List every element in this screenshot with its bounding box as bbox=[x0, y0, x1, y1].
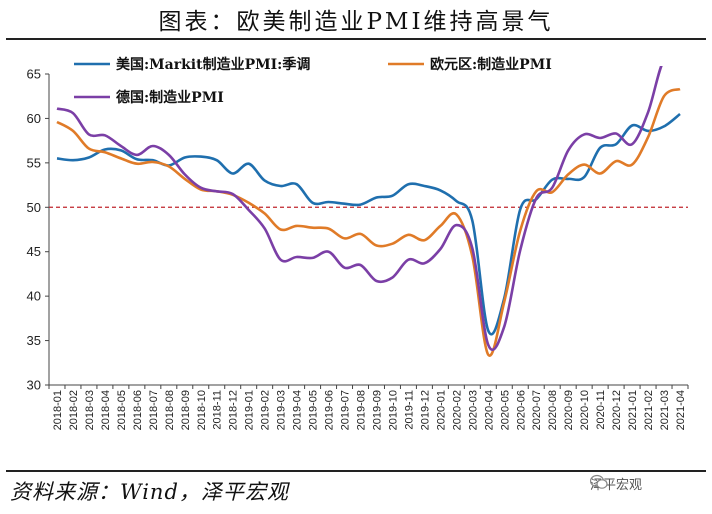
x-tick-label: 2019-06 bbox=[324, 390, 336, 430]
x-tick-label: 2020-08 bbox=[547, 390, 559, 430]
chart-title: 图表：欧美制造业PMI维持高景气 bbox=[158, 9, 554, 35]
series-line-euro bbox=[56, 87, 681, 357]
x-tick-label: 2019-04 bbox=[292, 390, 304, 430]
x-tick-label: 2021-02 bbox=[643, 390, 655, 430]
x-tick-label: 2020-09 bbox=[563, 390, 575, 430]
x-tick-label: 2020-06 bbox=[515, 390, 527, 430]
x-tick-label: 2018-07 bbox=[148, 390, 160, 430]
x-tick-label: 2019-05 bbox=[308, 390, 320, 430]
legend-label-us: 美国:Markit制造业PMI:季调 bbox=[116, 56, 310, 73]
x-tick-label: 2019-08 bbox=[356, 390, 368, 430]
x-tick-label: 2019-01 bbox=[244, 390, 256, 430]
y-tick-label: 40 bbox=[27, 289, 41, 304]
legend-label-euro: 欧元区:制造业PMI bbox=[430, 56, 552, 73]
x-tick-label: 2018-01 bbox=[52, 390, 64, 430]
legend: 美国:Markit制造业PMI:季调 欧元区:制造业PMI 德国:制造业PMI bbox=[74, 56, 552, 106]
x-tick-label: 2019-11 bbox=[403, 390, 415, 430]
x-tick-label: 2020-01 bbox=[435, 390, 447, 430]
x-tick-label: 2020-12 bbox=[611, 390, 623, 430]
x-tick-label: 2020-07 bbox=[531, 390, 543, 430]
source-note: 资料来源：Wind，泽平宏观 bbox=[10, 480, 289, 504]
x-tick-label: 2018-02 bbox=[68, 390, 80, 430]
x-tick-label: 2018-08 bbox=[164, 390, 176, 430]
x-tick-label: 2020-04 bbox=[483, 390, 495, 430]
y-tick-label: 45 bbox=[27, 244, 41, 259]
x-tick-label: 2019-02 bbox=[260, 390, 272, 430]
x-tick-label: 2019-03 bbox=[276, 390, 288, 430]
x-tick-label: 2018-10 bbox=[196, 390, 208, 430]
x-tick-label: 2020-02 bbox=[451, 390, 463, 430]
y-tick-label: 55 bbox=[27, 155, 41, 170]
source-rule bbox=[6, 470, 706, 472]
x-tick-label: 2020-05 bbox=[499, 390, 511, 430]
x-tick-label: 2018-11 bbox=[212, 390, 224, 430]
x-tick-label: 2018-05 bbox=[116, 390, 128, 430]
watermark: 泽平宏观 bbox=[590, 474, 642, 493]
y-tick-label: 60 bbox=[27, 111, 41, 126]
x-tick-label: 2019-09 bbox=[371, 390, 383, 430]
x-tick-label: 2018-03 bbox=[84, 390, 96, 430]
series-line-germany bbox=[56, 66, 663, 352]
y-tick-label: 35 bbox=[27, 333, 41, 348]
x-tick-label: 2020-11 bbox=[595, 390, 607, 430]
x-tick-label: 2019-07 bbox=[340, 390, 352, 430]
title-rule bbox=[6, 38, 706, 40]
wechat-icon bbox=[590, 474, 608, 489]
x-tick-label: 2021-03 bbox=[659, 390, 671, 430]
legend-label-germany: 德国:制造业PMI bbox=[116, 89, 224, 106]
y-tick-label: 65 bbox=[27, 67, 41, 82]
x-tick-label: 2018-09 bbox=[180, 390, 192, 430]
x-tick-label: 2019-10 bbox=[387, 390, 399, 430]
y-tick-label: 50 bbox=[27, 200, 41, 215]
x-tick-label: 2018-04 bbox=[100, 390, 112, 430]
x-tick-label: 2020-03 bbox=[467, 390, 479, 430]
axes: 30 35 40 45 50 55 60 65 2018-01 2018-02 2018-03 201… bbox=[27, 67, 689, 430]
x-tick-label: 2018-06 bbox=[132, 390, 144, 430]
x-tick-label: 2020-10 bbox=[579, 390, 591, 430]
series-lines bbox=[56, 66, 681, 357]
y-tick-label: 30 bbox=[27, 378, 41, 393]
x-tick-label: 2019-12 bbox=[419, 390, 431, 430]
x-tick-label: 2021-04 bbox=[675, 390, 687, 430]
x-tick-label: 2021-01 bbox=[627, 390, 639, 430]
x-tick-label: 2018-12 bbox=[228, 390, 240, 430]
